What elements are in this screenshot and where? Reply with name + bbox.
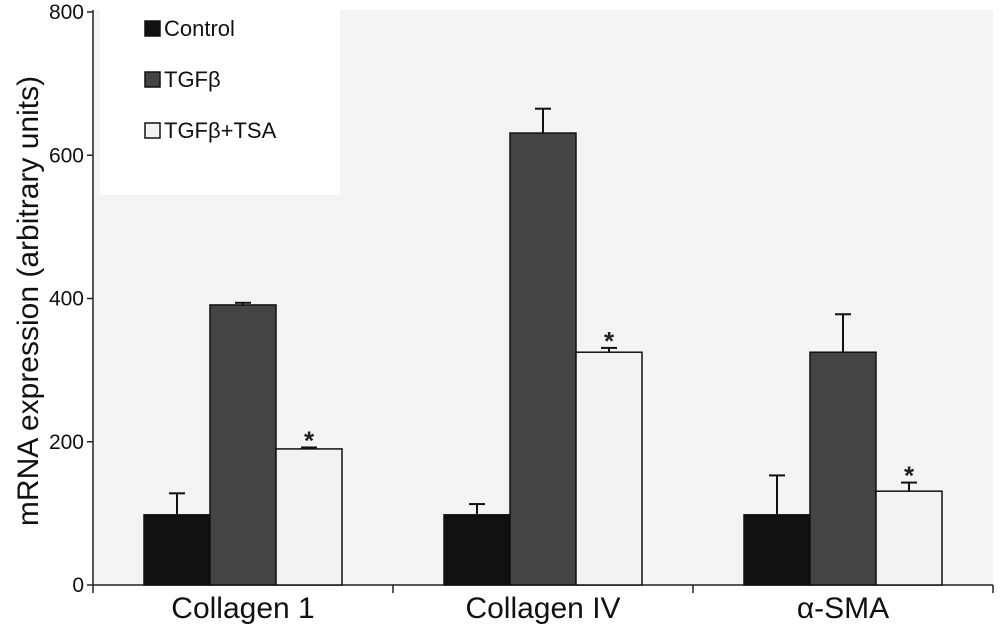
legend-label: TGFβ	[164, 67, 221, 92]
x-category-label: Collagen 1	[171, 592, 314, 624]
bar-tgf--3	[809, 351, 877, 586]
bar-control-3	[743, 514, 811, 586]
legend: Control TGFβ TGFβ+TSA	[144, 16, 277, 143]
y-tick-label: 0	[72, 574, 84, 597]
bar-tgf-tsa-1	[275, 448, 343, 586]
bar-tgf--2	[509, 132, 577, 586]
bar-tgf-tsa-3	[875, 490, 943, 586]
bar-control-1	[143, 514, 211, 586]
x-category-label: α-SMA	[797, 592, 889, 624]
y-tick-label: 800	[49, 1, 84, 24]
y-tick-label: 600	[49, 144, 84, 167]
significance-marker: *	[304, 425, 315, 455]
y-tick-label: 400	[49, 288, 84, 311]
bar-tgf-tsa-2	[575, 351, 643, 586]
legend-swatch	[144, 20, 161, 37]
y-tick-label: 200	[49, 431, 84, 454]
bar-control-2	[443, 514, 511, 586]
significance-marker: *	[904, 461, 915, 491]
legend-box	[100, 0, 340, 195]
legend-swatch	[144, 71, 161, 88]
bar-tgf--1	[209, 304, 277, 586]
x-category-label: Collagen IV	[465, 592, 620, 624]
y-axis-label: mRNA expression (arbitrary units)	[12, 76, 45, 526]
legend-swatch	[144, 122, 161, 139]
legend-label: TGFβ+TSA	[164, 118, 277, 143]
legend-label: Control	[164, 16, 235, 41]
significance-marker: *	[604, 326, 615, 356]
